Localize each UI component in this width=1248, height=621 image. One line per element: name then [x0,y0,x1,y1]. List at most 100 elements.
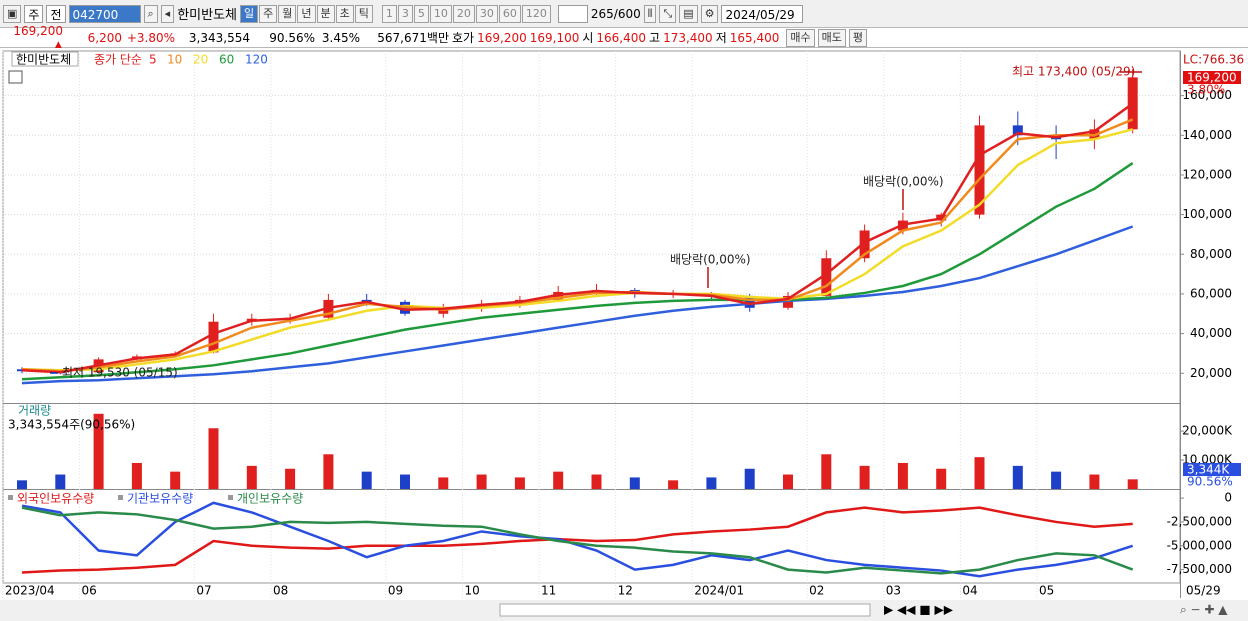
scroll-thumb[interactable] [499,603,871,617]
save-button[interactable]: ▤ [679,4,698,23]
x-tick-label: 03 [886,584,901,598]
scroll-controls[interactable]: ▶ ◀◀ ■ ▶▶ [884,603,954,617]
sound-button[interactable]: ◂ [160,4,175,23]
y-tick-label: 120,000 [1182,167,1232,181]
y-tick-label: 140,000 [1182,128,1232,142]
avg-button[interactable]: 평 [848,28,867,47]
volume-tag [1183,463,1241,476]
search-button[interactable]: ⌕ [143,4,158,23]
price: 169,200 ▲ [13,23,63,52]
candle-body [821,258,832,296]
legend-entry: 외국인보유수량 [17,492,94,506]
candle-body [208,321,219,353]
zoom-controls[interactable]: ⌕ − ✚ ▲ [1180,603,1228,617]
change: 6,200 [87,30,122,45]
volume-bar [323,454,334,489]
period-button[interactable]: 초 [335,4,354,23]
y-tick-label: 40,000 [1190,326,1232,340]
interval-button[interactable]: 120 [521,4,551,23]
interval-group: 1 3 5 10 20 30 60 120 [381,4,551,23]
period-button[interactable]: 분 [316,4,335,23]
settings-button[interactable]: ⚙ [700,4,719,23]
trade-value: 567,671백만 [377,31,449,45]
volume-bar [131,462,142,489]
volume-bar [744,468,755,489]
prev-select[interactable]: 전 [46,4,66,23]
interval-button[interactable]: 3 [397,4,413,23]
volume: 3,343,554 [188,30,250,45]
x-tick-label: 2023/04 [5,584,55,598]
background [0,48,1248,621]
interval-button[interactable]: 1 [381,4,397,23]
candle-body [1012,125,1023,136]
legend-entry: 기관보유수량 [127,492,193,506]
legend-entry: 20 [193,53,208,67]
x-end-label: 05/29 [1186,584,1221,598]
side-label: 169,200 [1187,71,1237,85]
period-button[interactable]: 주 [259,4,278,23]
bid: 169,100 [529,30,580,45]
volume-ratio: 90.56% [269,30,315,45]
table-icon[interactable] [8,70,23,84]
tool-button[interactable]: ⫴ [643,4,657,23]
volume-bar [897,462,908,489]
code-input[interactable]: 042700 [68,4,141,23]
moving-average [21,118,1134,373]
legend-entry: 120 [245,53,268,67]
side-label: 90.56% [1187,475,1233,489]
volume-bar [1051,471,1062,489]
legend-entry: 60 [219,53,234,67]
dropdown[interactable] [557,4,588,23]
x-tick-label: 04 [962,584,977,598]
candle-body [859,230,870,259]
change-pct: +3.80% [126,30,175,45]
x-tick-label: 2024/01 [694,584,744,598]
volume-bar [629,477,640,489]
x-tick-label: 02 [809,584,824,598]
panel-title: 거래량 [18,404,51,418]
y-tick-label: 20,000 [1190,366,1232,380]
market-select[interactable]: 주 [24,4,44,23]
x-tick-label: 08 [273,584,288,598]
interval-button[interactable]: 30 [475,4,498,23]
icon-button[interactable]: ▣ [3,4,22,23]
volume-bar [706,477,717,489]
volume-bar [170,471,181,489]
interval-button[interactable]: 20 [452,4,475,23]
x-tick-label: 12 [618,584,633,598]
tool-button[interactable]: ⤡ [659,4,677,23]
legend-title: 한미반도체 [16,53,71,67]
y-tick-label: 20,000K [1182,424,1233,438]
period-button[interactable]: 월 [278,4,297,23]
interval-button[interactable]: 5 [413,4,429,23]
x-tick-label: 05 [1039,584,1054,598]
y-tick-label: 0 [1224,491,1232,505]
low: 165,400 [729,30,780,45]
volume-bar [553,471,564,489]
interval-button[interactable]: 60 [498,4,521,23]
count: 265/600 [591,5,641,23]
count-value: 265 [590,6,614,21]
annotation: 배당락(0,00%) [670,253,751,267]
volume-bar [783,474,793,489]
x-tick-label: 09 [388,584,403,598]
y-tick-label: -2,500,000 [1167,514,1232,528]
legend-entry: 개인보유수량 [237,492,303,506]
moving-average [21,162,1134,381]
buy-button[interactable]: 매수 [786,28,815,47]
date-input[interactable]: 2024/05/29 [721,4,804,23]
sell-button[interactable]: 매도 [817,28,846,47]
period-button[interactable]: 일 [240,4,259,23]
y-tick-label: -7,500,000 [1167,562,1232,576]
stock-name: 한미반도체 [177,8,238,23]
period-button[interactable]: 틱 [354,4,373,23]
y-tick-label: -5,000,000 [1167,538,1232,552]
ask: 169,200 [477,30,527,45]
volume-bar [93,413,104,489]
y-tick-label: 160,000 [1182,88,1232,102]
period-button[interactable]: 년 [297,4,316,23]
info-bar: 169,200 ▲ 6,200 +3.80% 3,343,554 90.56% … [0,24,1248,52]
interval-button[interactable]: 10 [429,4,452,23]
